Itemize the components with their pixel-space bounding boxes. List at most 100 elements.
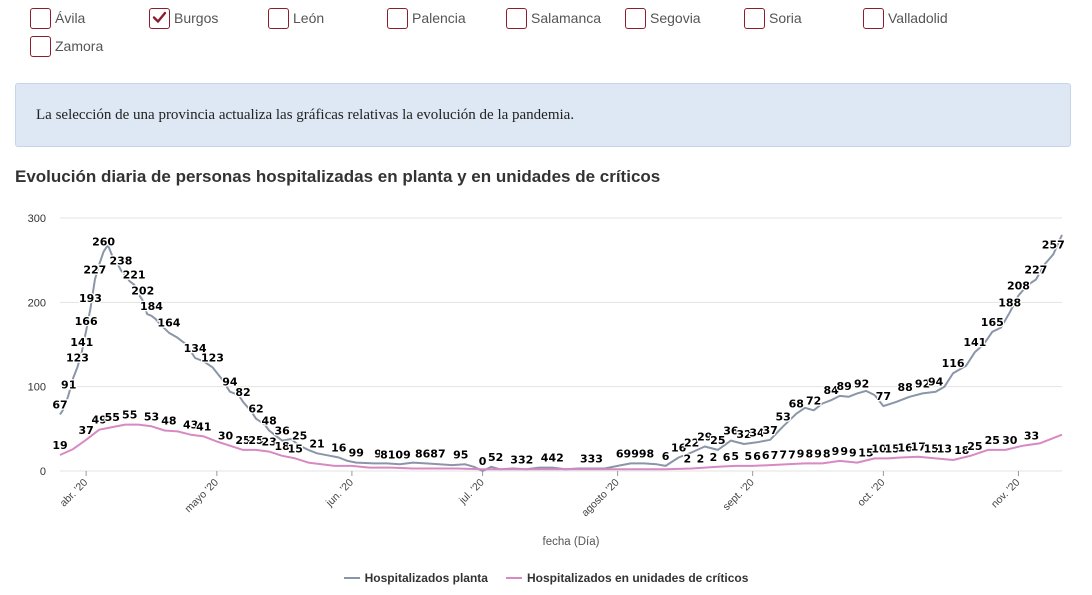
- x-tick-label: mayo '20: [183, 477, 221, 515]
- x-tick-label: jul. '20: [456, 477, 487, 508]
- series-line-planta: [59, 234, 1063, 472]
- checkbox-box[interactable]: [387, 7, 408, 29]
- province-filter: Ávila Burgos León Palencia Salamanca Segovia S…: [30, 6, 1080, 62]
- chart-legend: Hospitalizados planta Hospitalizados en u…: [0, 568, 1092, 588]
- data-label: 165: [981, 316, 1004, 329]
- data-label: 94: [222, 376, 238, 389]
- data-label: 2: [710, 451, 718, 464]
- data-label: 95: [453, 448, 468, 461]
- data-label: 123: [201, 351, 224, 364]
- checkbox-box[interactable]: [506, 7, 527, 29]
- data-label: 141: [70, 336, 93, 349]
- data-label: 43: [183, 419, 198, 432]
- data-label: 36: [275, 425, 291, 438]
- x-tick-label: jun. '20: [323, 477, 356, 510]
- data-label: 69998: [616, 447, 654, 460]
- data-label: 41: [196, 420, 211, 433]
- data-label: 9: [797, 447, 805, 460]
- data-label: 8687: [415, 447, 446, 460]
- data-label: 77: [876, 390, 891, 403]
- data-label: 94: [928, 376, 944, 389]
- y-tick-label: 0: [40, 466, 46, 478]
- legend-swatch: [343, 577, 360, 579]
- data-label: 221: [123, 269, 146, 282]
- data-label: 134: [184, 342, 207, 355]
- x-tick-label: abr. '20: [58, 477, 91, 510]
- province-checkbox[interactable]: Soria: [744, 6, 802, 30]
- data-label: 72: [806, 394, 821, 407]
- data-label: 55: [105, 411, 120, 424]
- province-label: Burgos: [174, 10, 219, 26]
- data-label: 166: [75, 315, 98, 328]
- data-label: 84: [823, 384, 839, 397]
- province-label: Salamanca: [531, 10, 602, 26]
- data-label: 17: [911, 441, 926, 454]
- checkbox-box[interactable]: [625, 7, 646, 29]
- province-checkbox[interactable]: Salamanca: [506, 6, 601, 30]
- province-checkbox[interactable]: Palencia: [387, 6, 466, 30]
- y-tick-label: 300: [28, 213, 46, 225]
- province-checkbox[interactable]: Ávila: [30, 6, 85, 30]
- data-label: 6: [762, 449, 770, 462]
- data-label: 53: [776, 410, 791, 423]
- data-label: 9: [832, 445, 840, 458]
- data-label: 91: [61, 378, 76, 391]
- data-label: 25: [985, 434, 1000, 447]
- data-label: 15: [288, 442, 303, 455]
- province-label: Ávila: [55, 10, 86, 26]
- data-label: 16: [331, 442, 347, 455]
- legend-label: Hospitalizados planta: [364, 571, 488, 585]
- x-axis-label: fecha (Día): [543, 536, 600, 548]
- data-label: 208: [1007, 280, 1030, 293]
- data-label: 6: [753, 450, 761, 463]
- data-label: 7: [788, 448, 796, 461]
- legend-swatch: [505, 577, 522, 579]
- province-checkbox[interactable]: Valladolid: [863, 6, 948, 30]
- x-tick-label: oct. '20: [855, 477, 887, 509]
- data-label: 2: [697, 452, 705, 465]
- legend-item-planta[interactable]: Hospitalizados planta: [343, 571, 488, 585]
- province-checkbox[interactable]: Segovia: [625, 6, 701, 30]
- data-label: 82: [235, 386, 250, 399]
- data-label: 30: [218, 430, 234, 443]
- checkbox-box[interactable]: [744, 7, 765, 29]
- data-label: 257: [1042, 238, 1065, 251]
- data-label: 15: [884, 442, 899, 455]
- data-label: 89: [837, 380, 852, 393]
- checkbox-box[interactable]: [30, 35, 51, 57]
- data-label: 25: [248, 434, 263, 447]
- x-tick-label: agosto '20: [579, 477, 622, 520]
- data-label: 29: [697, 431, 712, 444]
- province-checkbox[interactable]: Burgos: [149, 6, 218, 30]
- data-label: 16: [671, 442, 687, 455]
- checkbox-box[interactable]: [863, 7, 884, 29]
- info-box: La selección de una provincia actualiza …: [15, 83, 1071, 147]
- data-label: 68: [789, 398, 804, 411]
- data-label: 25: [710, 434, 725, 447]
- legend-item-criticos[interactable]: Hospitalizados en unidades de críticos: [505, 571, 749, 585]
- data-label: 333: [580, 452, 603, 465]
- data-label: 9: [840, 445, 848, 458]
- y-tick-label: 200: [28, 297, 46, 309]
- checkbox-box[interactable]: [30, 7, 51, 29]
- data-label: 53: [144, 410, 159, 423]
- data-label: 10: [871, 442, 887, 455]
- data-label: 7: [771, 449, 779, 462]
- province-checkbox[interactable]: Zamora: [30, 34, 103, 58]
- checkbox-box[interactable]: [268, 7, 289, 29]
- province-label: Zamora: [55, 38, 104, 54]
- legend-label: Hospitalizados en unidades de críticos: [526, 571, 749, 585]
- province-checkbox[interactable]: León: [268, 6, 324, 30]
- checkbox-box[interactable]: [149, 7, 170, 29]
- data-label: 99: [349, 447, 364, 460]
- data-label: 25: [235, 434, 250, 447]
- data-label: 48: [261, 415, 276, 428]
- data-label: 67: [52, 398, 67, 411]
- x-tick-label: sept. '20: [720, 477, 756, 513]
- data-label: 442: [541, 452, 564, 465]
- province-label: León: [293, 10, 325, 26]
- data-label: 52: [488, 451, 503, 464]
- data-label: 141: [963, 336, 986, 349]
- data-label: 193: [79, 292, 102, 305]
